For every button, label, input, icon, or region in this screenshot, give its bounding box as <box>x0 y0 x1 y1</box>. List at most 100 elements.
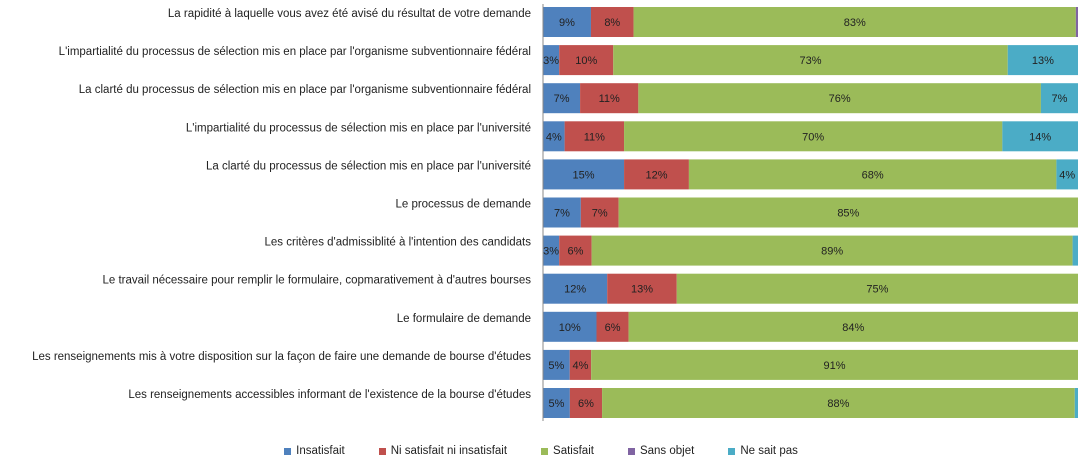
bar-segment <box>559 235 592 266</box>
category-label: La rapidité à laquelle vous avez été avi… <box>168 8 531 20</box>
data-label: 14% <box>1029 131 1051 143</box>
category-label: Les renseignements accessibles informant… <box>128 389 531 401</box>
data-label: 13% <box>1032 55 1054 67</box>
legend-item: Sans objet <box>627 445 695 457</box>
data-label: 10% <box>575 55 597 67</box>
bar-segment <box>543 235 560 266</box>
bar-segment <box>543 349 570 380</box>
bar-segment <box>559 45 614 76</box>
category-label: La clarté du processus de sélection mis … <box>79 84 531 96</box>
bar-segment <box>543 121 565 152</box>
data-label: 4% <box>546 131 562 143</box>
legend-label: Ni satisfait ni insatisfait <box>390 445 508 457</box>
bars: 9% 8% 83% 3% 10% 73% 13% 7% 11% 76% 7% 4% 11% 70% 14% 1… <box>543 7 1078 418</box>
data-label: 6% <box>567 246 583 258</box>
legend: Insatisfait Ni satisfait ni insatisfait Sa… <box>0 441 1082 461</box>
data-label: 8% <box>604 17 620 29</box>
data-label: 85% <box>837 208 859 220</box>
data-label: 3% <box>543 55 559 67</box>
bar-segment <box>543 45 560 76</box>
category-label: Les critères d'admissiblité à l'intentio… <box>265 237 532 249</box>
data-label: 88% <box>827 398 849 410</box>
data-label: 12% <box>645 169 667 181</box>
data-label: 91% <box>824 360 846 372</box>
data-label: 76% <box>829 93 851 105</box>
legend-swatch <box>541 447 549 455</box>
bar-segment <box>590 7 634 37</box>
bar-segment <box>607 273 677 304</box>
data-label: 89% <box>821 246 843 258</box>
bar-segment <box>624 121 1003 152</box>
category-label: Le travail nécessaire pour remplir le fo… <box>102 275 531 287</box>
bar-segment <box>569 349 592 380</box>
category-label: Le formulaire de demande <box>397 313 531 325</box>
stacked-bar-chart: La rapidité à laquelle vous avez été avi… <box>32 4 1078 421</box>
bar-segment <box>618 197 1078 228</box>
legend-item: Insatisfait <box>284 445 345 457</box>
bar-segment <box>638 83 1041 114</box>
data-label: 6% <box>605 322 621 334</box>
legend-label: Sans objet <box>639 445 695 457</box>
bar-segment <box>543 159 625 190</box>
category-label: Le processus de demande <box>395 199 531 211</box>
bar-segment <box>1074 388 1078 418</box>
bar-segment <box>543 311 597 342</box>
legend-swatch <box>627 447 635 455</box>
data-label: 7% <box>592 208 608 220</box>
data-label: 5% <box>548 398 564 410</box>
category-label: L'impartialité du processus de sélection… <box>186 122 531 134</box>
bar-segment <box>1056 159 1078 190</box>
bar-segment <box>543 197 581 228</box>
bar-segment <box>543 388 570 418</box>
bar-segment <box>688 159 1057 190</box>
data-label: 7% <box>554 208 570 220</box>
legend-label: Insatisfait <box>296 445 345 457</box>
bar-segment <box>633 7 1076 37</box>
bar-segment <box>580 197 619 228</box>
legend-swatch <box>284 447 292 455</box>
bar-segment <box>543 273 608 304</box>
bar-segment <box>543 83 581 114</box>
data-label: 3% <box>543 246 559 258</box>
legend-swatch <box>378 447 386 455</box>
bar-segment <box>613 45 1008 76</box>
data-label: 5% <box>548 360 564 372</box>
data-label: 10% <box>559 322 581 334</box>
bar-segment <box>1072 235 1078 266</box>
legend-item: Ni satisfait ni insatisfait <box>378 445 508 457</box>
bar-segment <box>591 235 1073 266</box>
bar-segment <box>596 311 629 342</box>
category-label: Les renseignements mis à votre dispositi… <box>32 351 531 363</box>
category-label: L'impartialité du processus de sélection… <box>59 46 531 58</box>
legend-label: Ne sait pas <box>740 445 798 457</box>
bar-segment <box>1040 83 1078 114</box>
bar-segment <box>543 7 591 37</box>
bar-segment <box>564 121 625 152</box>
bar-segment <box>676 273 1078 304</box>
data-label: 4% <box>1059 169 1075 181</box>
data-label: 7% <box>1052 93 1068 105</box>
bar-segment <box>602 388 1075 418</box>
data-label: 75% <box>866 284 888 296</box>
category-label: La clarté du processus de sélection mis … <box>206 160 531 172</box>
bar-segment <box>1002 121 1078 152</box>
bar-segment <box>628 311 1078 342</box>
data-label: 15% <box>573 169 595 181</box>
legend-item: Ne sait pas <box>728 445 798 457</box>
data-label: 6% <box>578 398 594 410</box>
data-label: 70% <box>802 131 824 143</box>
bar-segment <box>591 349 1078 380</box>
category-labels: La rapidité à laquelle vous avez été avi… <box>32 8 531 401</box>
data-label: 11% <box>599 93 620 105</box>
data-label: 11% <box>584 131 605 143</box>
data-label: 83% <box>844 17 866 29</box>
bar-segment <box>569 388 603 418</box>
legend-swatch <box>728 447 736 455</box>
data-label: 9% <box>559 17 575 29</box>
data-label: 73% <box>799 55 821 67</box>
bar-segment <box>1075 7 1078 37</box>
legend-item: Satisfait <box>541 445 594 457</box>
legend-label: Satisfait <box>553 445 594 457</box>
data-label: 4% <box>572 360 588 372</box>
bar-segment <box>1007 45 1078 76</box>
